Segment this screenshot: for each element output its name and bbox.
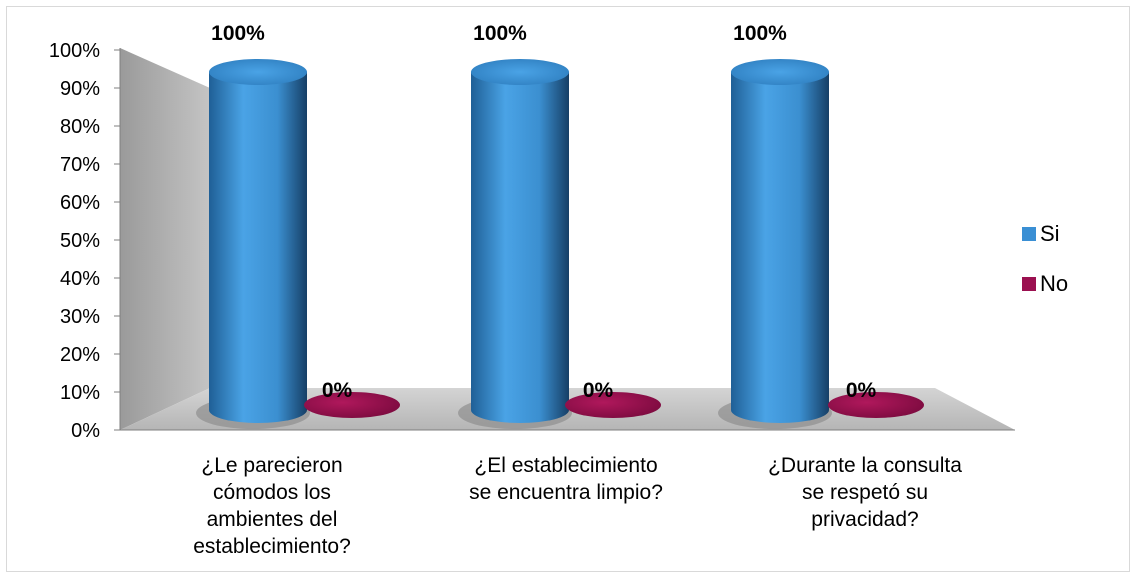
- data-label-si-2: 100%: [733, 22, 787, 45]
- data-label-no-1: 0%: [583, 379, 614, 402]
- legend-label-si: Si: [1040, 221, 1060, 246]
- y-tick-label: 0%: [71, 420, 100, 442]
- y-axis: 0% 10% 20% 30% 40% 50% 60% 70% 80% 90% 100%: [49, 40, 121, 442]
- data-label-si-1: 100%: [473, 22, 527, 45]
- y-tick-label: 30%: [60, 306, 100, 328]
- bar-si-cap-1: [471, 59, 569, 85]
- y-tick-label: 40%: [60, 268, 100, 290]
- y-tick-label: 60%: [60, 192, 100, 214]
- data-label-no-2: 0%: [846, 379, 877, 402]
- bar-no-0: [304, 392, 400, 418]
- x-category-label: se encuentra limpio?: [469, 481, 663, 504]
- x-category-label: ¿El establecimiento: [474, 454, 657, 477]
- x-category-label: cómodos los: [213, 481, 331, 504]
- y-tick-label: 50%: [60, 230, 100, 252]
- data-labels-layer: 100% 100% 100% 0% 0% 0%: [211, 22, 876, 402]
- y-tick-label: 90%: [60, 78, 100, 100]
- data-label-si-0: 100%: [211, 22, 265, 45]
- legend-swatch-si: [1022, 227, 1036, 241]
- y-tick-label: 80%: [60, 116, 100, 138]
- bar-no-1: [565, 392, 661, 418]
- y-tick-label: 100%: [49, 40, 100, 62]
- y-tick-label: 70%: [60, 154, 100, 176]
- bar-si-2: [731, 72, 829, 423]
- x-category-label: establecimiento?: [193, 535, 351, 558]
- x-category-label: ¿Durante la consulta: [768, 454, 962, 477]
- bars-layer: [196, 59, 924, 429]
- x-category-label: se respetó su: [802, 481, 928, 504]
- side-wall: [120, 48, 210, 430]
- bar-si-0: [209, 72, 307, 423]
- x-category-label: ¿Le parecieron: [201, 454, 342, 477]
- x-category-label: ambientes del: [207, 508, 338, 531]
- bar-si-cap-2: [731, 59, 829, 85]
- data-label-no-0: 0%: [322, 379, 353, 402]
- x-category-label: privacidad?: [811, 508, 918, 531]
- bar-si-cap-0: [209, 59, 307, 85]
- x-axis: ¿Le parecieron cómodos los ambientes del es…: [193, 454, 962, 558]
- bar-si-1: [471, 72, 569, 423]
- legend-label-no: No: [1040, 271, 1068, 296]
- y-tick-label: 20%: [60, 344, 100, 366]
- y-tick-label: 10%: [60, 382, 100, 404]
- bar-no-2: [828, 392, 924, 418]
- legend-swatch-no: [1022, 277, 1036, 291]
- legend: Si No: [1022, 221, 1068, 296]
